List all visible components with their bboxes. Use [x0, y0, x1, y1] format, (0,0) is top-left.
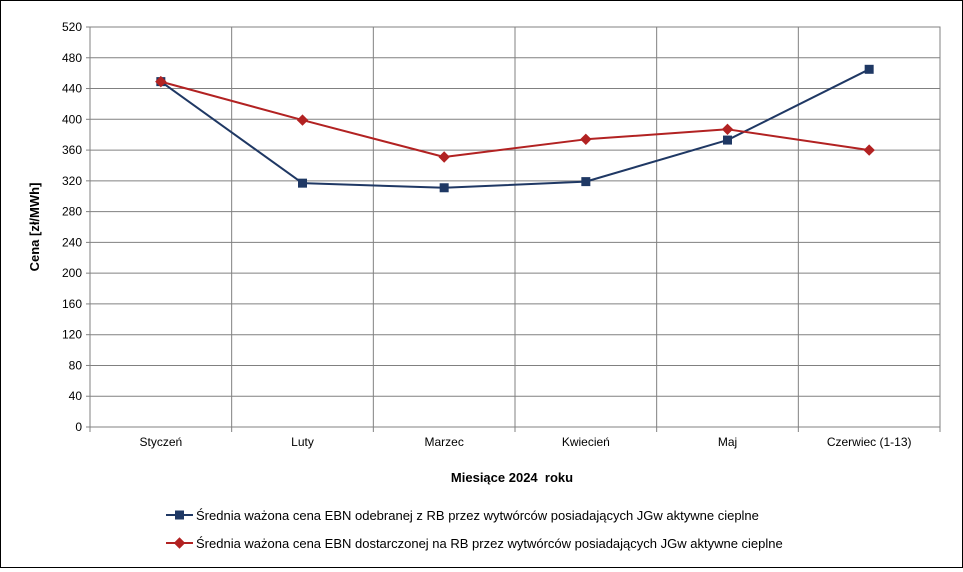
x-tick-label: Czerwiec (1-13) — [827, 435, 912, 449]
square-marker — [864, 64, 874, 74]
series-lines — [155, 64, 875, 193]
y-tick-label: 280 — [62, 205, 82, 219]
x-tick-label: Styczeń — [139, 435, 182, 449]
y-tick-label: 360 — [62, 143, 82, 157]
diamond-marker — [580, 133, 592, 146]
y-tick-label: 80 — [69, 358, 83, 372]
y-tick-label: 240 — [62, 235, 82, 249]
y-tick-label: 520 — [62, 20, 82, 34]
diamond-marker — [296, 114, 309, 126]
y-tick-label: 480 — [62, 51, 82, 65]
legend-diamond-marker — [173, 537, 186, 549]
y-tick-label: 120 — [62, 328, 82, 342]
legend-item: Średnia ważona cena EBN dostarczonej na … — [166, 536, 783, 551]
series-line — [160, 80, 870, 158]
legend-label: Średnia ważona cena EBN odebranej z RB p… — [196, 508, 759, 523]
y-tick-label: 0 — [75, 420, 82, 434]
legend-item: Średnia ważona cena EBN odebranej z RB p… — [166, 508, 759, 523]
series-2 — [155, 75, 875, 163]
x-tick-label: Kwiecień — [562, 435, 610, 449]
y-tick-label: 400 — [62, 112, 82, 126]
diamond-marker — [863, 144, 875, 156]
x-tick-label: Marzec — [424, 435, 463, 449]
y-tick-label: 200 — [62, 266, 82, 280]
y-tick-label: 440 — [62, 82, 82, 96]
legend-label: Średnia ważona cena EBN dostarczonej na … — [196, 536, 783, 551]
legend: Średnia ważona cena EBN odebranej z RB p… — [166, 508, 783, 551]
y-tick-label: 160 — [62, 297, 82, 311]
gridlines — [90, 26, 940, 427]
axes: 0 40 80 120 160 200 240 280 320 360 400 440 480 520 St… — [62, 20, 941, 449]
y-tick-label: 40 — [69, 389, 83, 403]
diamond-marker — [721, 123, 734, 136]
square-marker — [439, 183, 449, 193]
series-line — [160, 68, 870, 189]
x-axis-title: Miesiące 2024 roku — [451, 470, 573, 485]
square-marker — [723, 135, 732, 145]
diamond-marker — [438, 151, 450, 163]
diamond-marker — [155, 75, 167, 88]
y-tick-label: 320 — [62, 174, 82, 188]
legend-square-marker — [175, 510, 184, 520]
x-tick-label: Maj — [718, 435, 737, 449]
square-marker — [298, 178, 307, 188]
y-axis-title: Cena [zł/MWh] — [27, 183, 42, 272]
square-marker — [581, 177, 591, 187]
x-tick-label: Luty — [291, 435, 314, 449]
